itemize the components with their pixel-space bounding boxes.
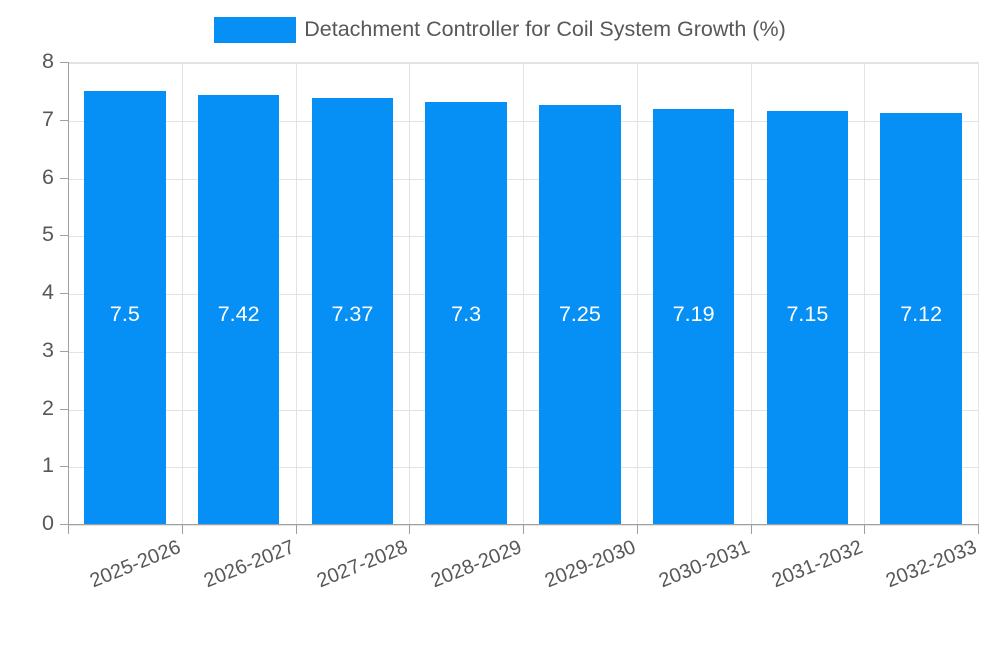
y-tick-label: 2 [42,395,54,420]
bar-value-label: 7.42 [217,302,260,326]
bar-value-label: 7.19 [672,302,715,326]
x-axis-line [68,524,979,525]
gridline-vertical [750,63,752,525]
y-tick-mark [60,177,68,179]
bar[interactable] [311,98,394,524]
y-tick-mark [60,235,68,237]
bar[interactable] [84,90,166,524]
bar-value-label: 7.37 [331,302,374,326]
y-tick-mark [60,350,68,352]
x-tick-mark [295,525,297,534]
y-tick-label: 0 [42,511,54,535]
x-tick-mark [181,525,183,534]
x-tick-mark [978,525,979,534]
x-tick-mark [636,525,638,534]
x-tick-mark [864,525,866,534]
y-tick-label: 5 [42,222,54,247]
y-tick-label: 3 [42,337,54,362]
legend-color-swatch [214,17,297,43]
gridline-vertical [181,63,183,525]
chart-legend: Detachment Controller for Coil System Gr… [0,10,1000,50]
bar[interactable] [539,105,621,524]
legend-label[interactable]: Detachment Controller for Coil System Gr… [304,17,786,42]
y-tick-mark [60,524,68,525]
bar-value-label: 7.25 [558,302,601,326]
gridline-vertical [636,63,638,525]
y-tick-label: 8 [42,49,54,73]
bar[interactable] [652,108,735,524]
x-tick-mark [68,525,69,534]
y-tick-mark [60,408,68,410]
bar-value-label: 7.15 [786,302,829,326]
y-tick-mark [60,293,68,294]
gridline-vertical [295,63,297,525]
bar[interactable] [425,102,507,524]
bar-value-label: 7.12 [900,302,943,326]
bar[interactable] [766,111,849,524]
x-tick-mark [750,525,752,534]
y-tick-label: 6 [42,164,54,189]
y-tick-label: 4 [42,280,54,304]
y-tick-label: 7 [42,106,54,131]
x-tick-mark [409,525,411,534]
y-axis-line [68,62,69,525]
y-tick-mark [60,119,68,121]
x-tick-mark [523,525,524,534]
gridline-vertical [409,63,411,525]
bar-chart: Detachment Controller for Coil System Gr… [0,10,1000,593]
bar-value-label: 7.3 [451,302,482,326]
bar[interactable] [880,112,962,524]
y-tick-mark [60,62,68,63]
y-tick-mark [60,466,68,468]
y-tick-label: 1 [42,453,54,478]
bar-value-label: 7.5 [109,302,140,326]
gridline-vertical [978,63,979,525]
gridline-vertical [864,63,866,525]
bar[interactable] [197,95,280,524]
gridline-vertical [523,63,524,525]
